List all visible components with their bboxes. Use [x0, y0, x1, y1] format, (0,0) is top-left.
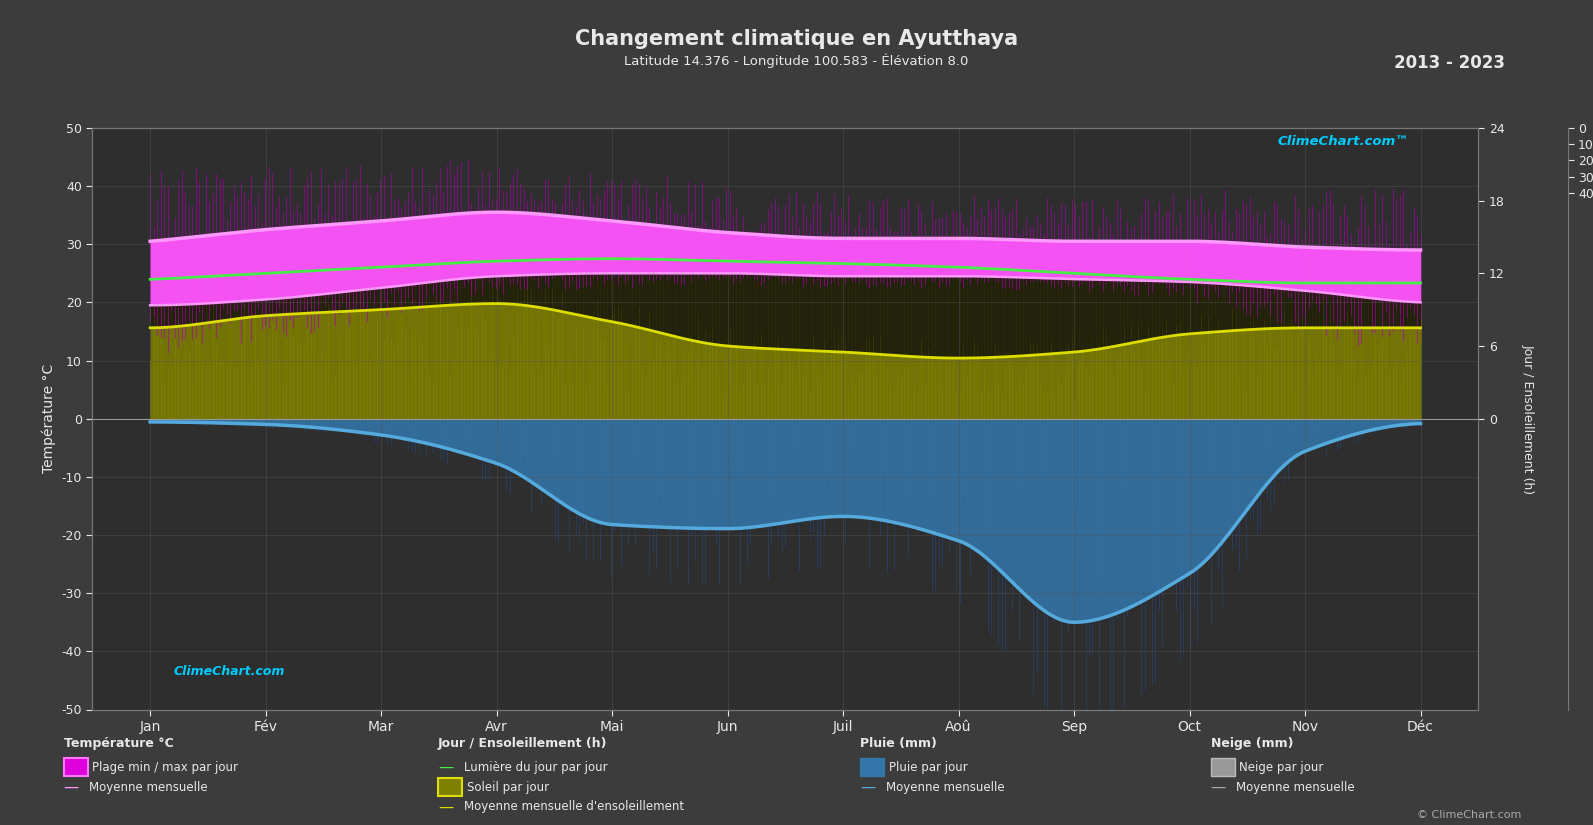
Text: Soleil par jour: Soleil par jour — [467, 780, 550, 794]
Text: ClimeChart.com: ClimeChart.com — [174, 665, 285, 677]
Text: Moyenne mensuelle: Moyenne mensuelle — [886, 780, 1004, 794]
Text: —: — — [438, 760, 454, 775]
Text: Neige par jour: Neige par jour — [1239, 761, 1324, 774]
Text: —: — — [64, 780, 80, 794]
Text: Moyenne mensuelle: Moyenne mensuelle — [89, 780, 207, 794]
Text: Température °C: Température °C — [64, 737, 174, 750]
Text: Moyenne mensuelle: Moyenne mensuelle — [1236, 780, 1354, 794]
Text: Moyenne mensuelle d'ensoleillement: Moyenne mensuelle d'ensoleillement — [464, 800, 683, 813]
Y-axis label: Température °C: Température °C — [41, 364, 56, 474]
Text: Pluie par jour: Pluie par jour — [889, 761, 967, 774]
Text: © ClimeChart.com: © ClimeChart.com — [1416, 810, 1521, 820]
Text: —: — — [860, 780, 876, 794]
Text: Pluie (mm): Pluie (mm) — [860, 737, 937, 750]
Y-axis label: Jour / Ensoleillement (h): Jour / Ensoleillement (h) — [1521, 344, 1534, 493]
Text: Plage min / max par jour: Plage min / max par jour — [92, 761, 239, 774]
Text: ClimeChart.com™: ClimeChart.com™ — [1278, 135, 1410, 148]
Text: Neige (mm): Neige (mm) — [1211, 737, 1294, 750]
Text: Jour / Ensoleillement (h): Jour / Ensoleillement (h) — [438, 737, 607, 750]
Text: —: — — [438, 799, 454, 814]
Text: Latitude 14.376 - Longitude 100.583 - Élévation 8.0: Latitude 14.376 - Longitude 100.583 - Él… — [624, 54, 969, 68]
Text: Lumière du jour par jour: Lumière du jour par jour — [464, 761, 607, 774]
Text: —: — — [1211, 780, 1227, 794]
Text: Changement climatique en Ayutthaya: Changement climatique en Ayutthaya — [575, 29, 1018, 49]
Text: 2013 - 2023: 2013 - 2023 — [1394, 54, 1505, 72]
